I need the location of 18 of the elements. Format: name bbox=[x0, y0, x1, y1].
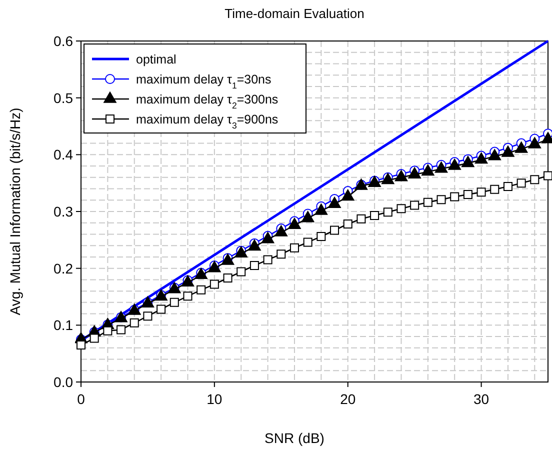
y-tick-label: 0.4 bbox=[54, 146, 74, 163]
legend-label: maximum delay τ$_{3}$=900ns bbox=[136, 112, 278, 130]
legend-label: optimal bbox=[136, 52, 176, 66]
y-tick-label: 0.6 bbox=[54, 33, 74, 49]
legend-label: maximum delay τ$_{2}$=300ns bbox=[136, 92, 278, 110]
y-axis-title: Avg. Mutual Information (bit/s/Hz) bbox=[7, 108, 23, 316]
y-tick-label: 0.1 bbox=[54, 317, 74, 334]
y-tick-label: 0.5 bbox=[54, 90, 74, 106]
x-tick-label: 20 bbox=[340, 391, 356, 407]
y-tick-label: 0.0 bbox=[54, 374, 74, 390]
legend-label: maximum delay τ$_{1}$=30ns bbox=[136, 72, 272, 90]
x-tick-label: 30 bbox=[473, 391, 490, 407]
x-tick-label: 10 bbox=[206, 391, 222, 407]
chart-title: Time-domain Evaluation bbox=[224, 6, 364, 21]
x-tick-label: 0 bbox=[77, 391, 86, 407]
y-tick-label: 0.2 bbox=[54, 260, 74, 276]
y-tick-label: 0.3 bbox=[54, 204, 74, 220]
x-axis-title: SNR (dB) bbox=[264, 430, 324, 446]
